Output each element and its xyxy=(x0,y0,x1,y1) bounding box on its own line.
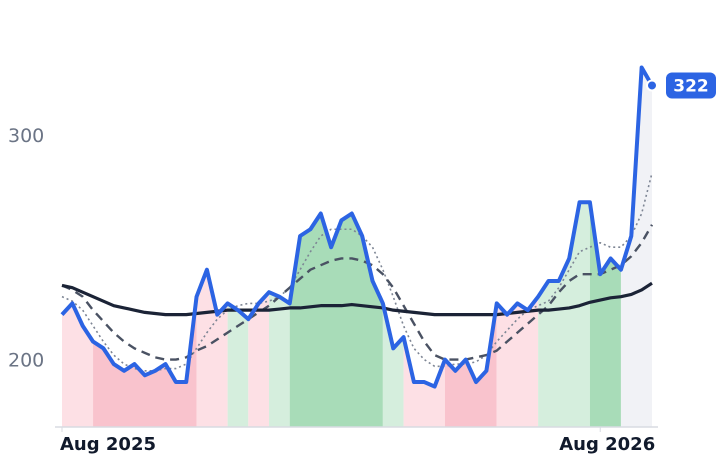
trend-region xyxy=(620,67,652,428)
y-tick-label: 300 xyxy=(8,125,44,147)
trend-region xyxy=(227,303,249,427)
trend-region xyxy=(62,303,94,427)
series-line xyxy=(61,224,654,361)
trend-region xyxy=(496,296,539,427)
value-badge xyxy=(666,72,716,99)
trend-region xyxy=(269,292,290,427)
trend-region xyxy=(196,269,228,427)
x-tick-label: Aug 2026 xyxy=(559,434,655,455)
y-tick-label: 200 xyxy=(8,350,44,372)
trend-region xyxy=(93,296,197,427)
value-badge-label: 322 xyxy=(673,76,709,96)
series-line xyxy=(61,281,653,317)
last-point xyxy=(646,79,658,92)
trend-region xyxy=(538,202,590,427)
trend-region xyxy=(444,303,497,427)
x-tick-label: Aug 2025 xyxy=(60,434,156,455)
trend-region xyxy=(289,213,383,427)
trend-region xyxy=(248,292,270,427)
series-line xyxy=(60,65,654,389)
